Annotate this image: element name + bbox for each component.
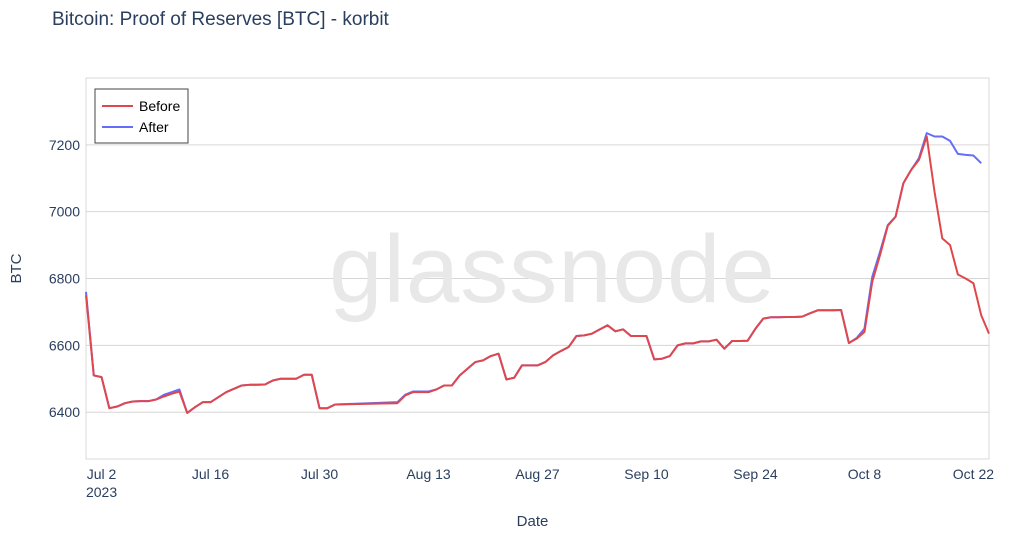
legend-label-after: After bbox=[139, 119, 169, 135]
x-tick-label: Sep 10 bbox=[624, 466, 669, 482]
x-tick-year: 2023 bbox=[86, 484, 117, 500]
y-tick-label: 7200 bbox=[49, 137, 80, 153]
y-axis-title: BTC bbox=[8, 253, 25, 283]
series-lines bbox=[85, 132, 990, 414]
watermark: glassnode bbox=[329, 216, 776, 323]
y-tick-label: 6400 bbox=[49, 404, 80, 420]
x-axis-ticks: Jul 2 2023 Jul 16 Jul 30 Aug 13 Aug 27 Sep 10 S… bbox=[86, 466, 994, 500]
x-tick-label: Aug 27 bbox=[515, 466, 560, 482]
series-line-before bbox=[85, 135, 990, 414]
x-tick-label: Aug 13 bbox=[406, 466, 451, 482]
x-tick-label: Oct 22 bbox=[953, 466, 994, 482]
y-axis-ticks: 6400 6600 6800 7000 7200 bbox=[49, 137, 80, 420]
x-tick-label: Jul 2 bbox=[87, 466, 117, 482]
legend-box bbox=[94, 88, 189, 144]
y-tick-label: 6800 bbox=[49, 271, 80, 287]
x-tick-label: Sep 24 bbox=[733, 466, 778, 482]
y-tick-label: 6600 bbox=[49, 337, 80, 353]
legend-label-before: Before bbox=[139, 98, 180, 114]
x-axis-title: Date bbox=[517, 513, 549, 530]
x-tick-label: Oct 8 bbox=[848, 466, 882, 482]
chart-title: Bitcoin: Proof of Reserves [BTC] - korbi… bbox=[52, 9, 389, 30]
plot-frame bbox=[85, 77, 990, 460]
legend: Before After bbox=[94, 88, 189, 144]
gridlines bbox=[86, 144, 989, 413]
x-tick-label: Jul 30 bbox=[301, 466, 339, 482]
x-tick-label: Jul 16 bbox=[192, 466, 230, 482]
y-tick-label: 7000 bbox=[49, 204, 80, 220]
